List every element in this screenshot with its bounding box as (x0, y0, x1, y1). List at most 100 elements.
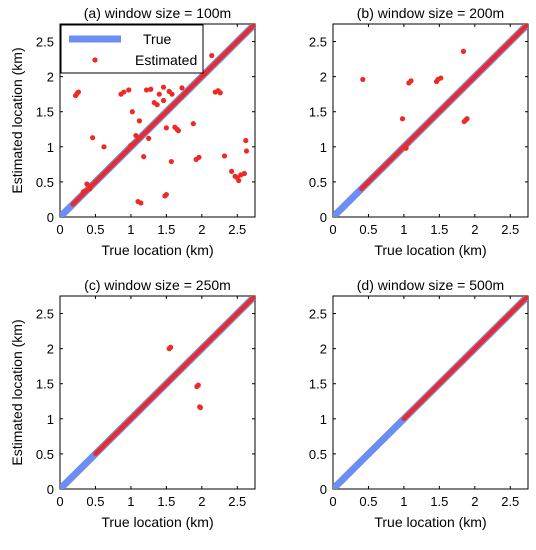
y-tick-label: 2.5 (36, 307, 54, 322)
x-tick-label: 0 (329, 494, 336, 509)
plot-content (60, 296, 255, 489)
x-axis-label: True location (km) (101, 242, 213, 258)
estimated-point (360, 76, 366, 83)
estimated-point (156, 91, 162, 97)
estimated-point (460, 48, 467, 54)
x-tick-label: 2 (198, 222, 205, 237)
chart-title: (b) window size = 200m (357, 5, 504, 21)
legend-estimated-swatch (92, 57, 98, 63)
y-tick-label: 1.5 (36, 105, 54, 120)
x-tick-label: 1.5 (157, 494, 175, 509)
y-tick-label: 2 (320, 70, 327, 85)
x-tick-label: 0.5 (86, 222, 104, 237)
estimated-point (241, 170, 247, 177)
legend-box (60, 24, 204, 74)
chart-title: (d) window size = 500m (357, 277, 504, 293)
y-tick-label: 0 (47, 210, 54, 225)
legend-true-label: True (143, 31, 171, 47)
estimated-point (128, 142, 134, 149)
chart-panel-3: 00 0.5 0.5 1 1 1.5 1.5 2 2 2.5 2.5 (d) window size … (309, 277, 529, 530)
estimated-point (133, 132, 139, 139)
x-tick-label: 1 (127, 494, 134, 509)
estimated-point (196, 154, 202, 160)
x-tick-label: 0 (56, 494, 63, 509)
estimated-point (146, 135, 152, 141)
estimated-point (162, 193, 168, 199)
estimated-point (75, 89, 82, 95)
estimated-diagonal-segment (401, 296, 528, 422)
estimated-point (138, 200, 144, 206)
y-tick-label: 2.5 (309, 35, 327, 50)
y-tick-label: 0.5 (36, 175, 54, 190)
estimated-diagonal-segment (93, 296, 255, 457)
estimated-point (84, 181, 90, 187)
estimated-point (438, 75, 444, 81)
estimated-point (217, 90, 223, 96)
estimated-point (399, 116, 406, 122)
legend-estimated-label: Estimated (135, 52, 197, 68)
plot-content (333, 296, 528, 489)
plot-content (60, 24, 255, 217)
x-tick-label: 2 (198, 494, 205, 509)
y-tick-label: 1.5 (309, 377, 327, 392)
estimated-point (168, 344, 174, 350)
y-tick-label: 0.5 (309, 175, 327, 190)
estimated-point (403, 145, 409, 151)
estimated-point (87, 186, 93, 192)
estimated-point (121, 89, 127, 95)
x-axis-label: True location (km) (101, 514, 213, 530)
x-tick-label: 2 (471, 222, 478, 237)
y-tick-label: 0 (47, 482, 54, 497)
estimated-point (148, 86, 154, 92)
x-tick-label: 0.5 (359, 494, 377, 509)
estimated-point (243, 137, 249, 144)
estimated-point (136, 118, 143, 124)
estimated-point (169, 91, 175, 97)
y-tick-label: 2.5 (309, 307, 327, 322)
estimated-point (90, 135, 96, 141)
x-axis-label: True location (km) (374, 514, 486, 530)
chart-panel-1: 00 0.5 0.5 1 1 1.5 1.5 2 2 2.5 2.5 (b) window size … (309, 5, 529, 258)
y-tick-label: 1 (320, 140, 327, 155)
estimated-point (408, 78, 414, 84)
estimated-diagonal-segment (359, 24, 528, 192)
estimated-point (175, 128, 182, 134)
estimated-point (195, 382, 201, 388)
estimated-point (154, 102, 160, 108)
x-tick-label: 1 (400, 494, 407, 509)
estimated-point (179, 85, 185, 91)
y-tick-label: 1.5 (309, 105, 327, 120)
y-axis-label: Estimated location (km) (9, 47, 25, 193)
x-tick-label: 1 (127, 222, 134, 237)
estimated-point (129, 109, 135, 115)
y-tick-label: 1 (47, 412, 54, 427)
estimated-point (168, 158, 174, 165)
estimated-point (243, 148, 250, 154)
estimated-point (197, 404, 203, 411)
y-tick-label: 1 (320, 412, 327, 427)
x-axis-label: True location (km) (374, 242, 486, 258)
y-tick-label: 1 (47, 140, 54, 155)
chart-panel-0: 00 0.5 0.5 1 1 1.5 1.5 2 2 2.5 2.5 (a) window size … (9, 5, 256, 258)
chart-title: (a) window size = 100m (84, 5, 231, 21)
y-tick-label: 2 (47, 70, 54, 85)
estimated-point (143, 87, 150, 93)
x-tick-label: 0 (329, 222, 336, 237)
y-axis-label: Estimated location (km) (9, 319, 25, 465)
plot-content (333, 24, 528, 217)
x-tick-label: 2.5 (501, 494, 519, 509)
x-tick-label: 2.5 (501, 222, 519, 237)
estimated-diagonal-segment (70, 24, 255, 207)
estimated-point (229, 168, 235, 174)
y-tick-label: 1.5 (36, 377, 54, 392)
estimated-point (209, 52, 215, 59)
estimated-point (163, 125, 169, 131)
x-tick-label: 0.5 (86, 494, 104, 509)
x-tick-label: 2 (471, 494, 478, 509)
y-tick-label: 0.5 (36, 447, 54, 462)
x-tick-label: 1.5 (430, 222, 448, 237)
estimated-point (236, 177, 242, 184)
x-tick-label: 0.5 (359, 222, 377, 237)
x-tick-label: 1.5 (430, 494, 448, 509)
